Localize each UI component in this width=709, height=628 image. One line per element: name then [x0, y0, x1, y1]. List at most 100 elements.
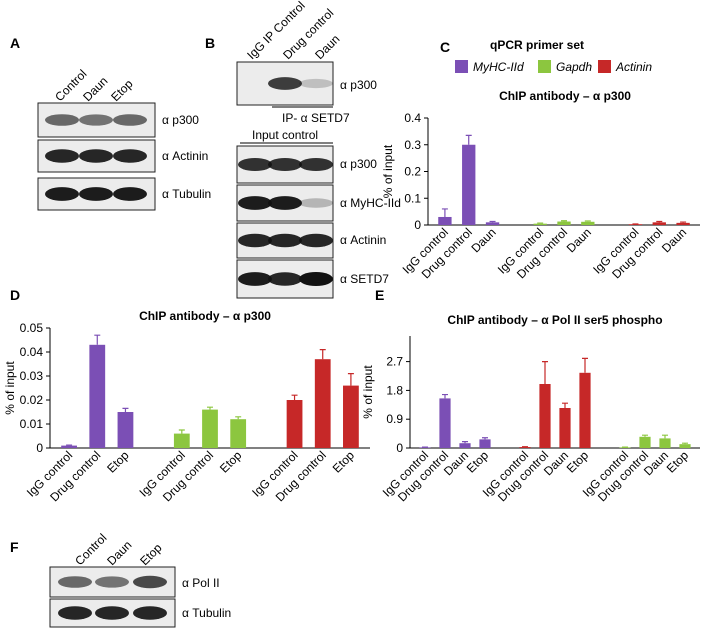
bar [679, 444, 691, 448]
y-tick-label: 0.4 [404, 111, 421, 125]
y-tick-label: 0.05 [20, 321, 44, 335]
bar [559, 408, 571, 448]
row-label: α Actinin [162, 149, 208, 163]
bar [117, 412, 134, 448]
row-label: α p300 [162, 113, 199, 127]
band [113, 149, 147, 163]
y-tick-label: 0.04 [20, 345, 44, 359]
error-bar [680, 221, 687, 223]
bar [61, 445, 77, 448]
band [268, 233, 302, 248]
bar [438, 216, 452, 225]
error-bar [662, 434, 668, 439]
band [238, 196, 272, 210]
error-bar [291, 394, 298, 400]
band [79, 187, 113, 201]
panel-letter: C [440, 39, 450, 55]
bar [581, 221, 595, 225]
band [113, 114, 147, 126]
bar [579, 372, 591, 448]
legend-swatch [598, 60, 611, 73]
x-tick-label: Etop [564, 448, 592, 476]
bar [202, 409, 218, 448]
band [299, 198, 333, 208]
band [299, 78, 333, 89]
y-tick-label: 0 [396, 441, 403, 455]
band [45, 114, 79, 126]
error-bar [656, 220, 663, 223]
band [268, 196, 302, 210]
x-tick-label: Etop [217, 448, 245, 476]
error-bar [462, 441, 468, 444]
lane-label: Control [72, 531, 109, 568]
row-label: α Pol II [182, 576, 220, 590]
bar [459, 443, 471, 448]
panel-letter: A [10, 35, 20, 51]
error-bar [584, 220, 591, 222]
band [299, 233, 333, 248]
bar [89, 344, 106, 448]
y-tick-label: 0.01 [20, 417, 44, 431]
x-tick-label: Daun [468, 225, 498, 255]
error-bar [122, 407, 129, 412]
x-tick-label: Daun [659, 225, 689, 255]
bar [628, 224, 643, 225]
bar [652, 222, 666, 225]
x-tick-label: Etop [104, 448, 132, 476]
y-axis-label: % of input [361, 365, 375, 419]
lane-label: Etop [108, 77, 136, 105]
bar [286, 400, 303, 448]
legend-swatch [455, 60, 468, 73]
bar [314, 359, 331, 448]
error-bar [562, 402, 568, 408]
row-label: α p300 [340, 78, 377, 92]
legend-label: Gapdh [556, 60, 592, 74]
panel-letter: E [375, 287, 384, 303]
y-tick-label: 2.7 [386, 355, 403, 369]
panel-letter: D [10, 287, 20, 303]
lane-label: Daun [312, 32, 342, 62]
error-bar [441, 208, 448, 217]
bar [439, 398, 451, 448]
row-label: α Tubulin [162, 187, 211, 201]
x-tick-label: Etop [330, 448, 358, 476]
band [268, 77, 302, 90]
bar [539, 384, 551, 448]
error-bar [319, 349, 326, 360]
band [133, 575, 167, 589]
y-tick-label: 0.9 [386, 412, 403, 426]
bar [230, 419, 247, 448]
bar [519, 447, 531, 448]
band [238, 157, 272, 172]
panel-letter: B [205, 35, 215, 51]
error-bar [94, 334, 101, 345]
row-label: α Tubulin [182, 606, 231, 620]
band [133, 606, 167, 620]
ip-label: IP- α SETD7 [282, 111, 350, 125]
error-bar [542, 361, 548, 384]
band [45, 187, 79, 201]
band [95, 576, 129, 588]
error-bar [561, 220, 567, 222]
y-tick-label: 0.2 [404, 165, 421, 179]
row-label: α Actinin [340, 233, 386, 247]
band [95, 606, 129, 620]
y-tick-label: 0.02 [20, 393, 44, 407]
bar [659, 438, 671, 448]
bar [343, 385, 359, 448]
band [45, 149, 79, 163]
legend-swatch [538, 60, 551, 73]
panel-letter: F [10, 539, 19, 555]
y-axis-label: % of input [3, 361, 17, 415]
error-bar [582, 357, 588, 373]
band [299, 157, 333, 172]
y-tick-label: 0 [36, 441, 43, 455]
lane-label: Daun [104, 538, 134, 568]
error-bar [347, 373, 354, 386]
y-tick-label: 0 [414, 218, 421, 232]
error-bar [489, 220, 496, 223]
chart-title: ChIP antibody – α Pol II ser5 phospho [447, 313, 662, 327]
band [299, 272, 333, 286]
error-bar [442, 393, 448, 399]
